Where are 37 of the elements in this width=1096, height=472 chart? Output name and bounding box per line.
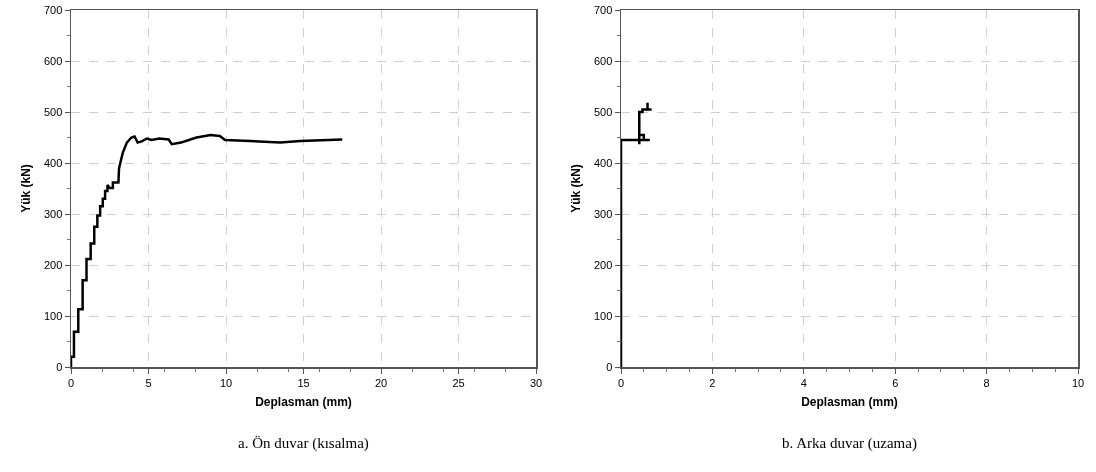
line-series: [621, 101, 653, 367]
y-tick-label: 200: [593, 258, 613, 271]
x-tick-label: 4: [800, 376, 807, 389]
x-tick-label: 2: [709, 376, 716, 389]
text: b. Arka duvar (uzama): [782, 435, 917, 452]
x-tick-label: 15: [297, 376, 310, 389]
y-tick-label: 300: [593, 207, 613, 220]
y-tick-label: 0: [56, 360, 63, 373]
y-tick-label: 500: [593, 105, 613, 118]
y-axis-title: Yük (kN): [19, 164, 34, 213]
x-tick-label: 10: [1071, 376, 1085, 389]
x-tick-label: 30: [529, 376, 543, 389]
x-axis-title: Deplasman (mm): [255, 395, 352, 410]
y-tick-label: 0: [606, 360, 613, 373]
x-tick-label: 10: [219, 376, 233, 389]
x-tick-label: 5: [145, 376, 152, 389]
x-tick-label: 0: [617, 376, 625, 389]
y-tick-label: 400: [43, 156, 63, 169]
y-tick-label: 600: [43, 54, 63, 67]
y-tick-label: 100: [593, 309, 613, 322]
y-tick-label: 400: [593, 156, 613, 169]
y-axis-title: Yük (kN): [569, 164, 584, 213]
x-axis-title: Deplasman (mm): [801, 395, 898, 410]
y-tick-label: 700: [43, 3, 63, 16]
x-tick-label: 8: [983, 376, 990, 389]
x-tick-label: 0: [67, 376, 75, 389]
text: a. Ön duvar (kısalma): [238, 435, 369, 452]
y-tick-label: 200: [43, 258, 63, 271]
x-tick-label: 6: [892, 376, 899, 389]
y-tick-label: 700: [593, 3, 613, 16]
line-series: [71, 133, 344, 367]
x-tick-label: 25: [452, 376, 465, 389]
y-tick-label: 600: [593, 54, 613, 67]
y-tick-label: 500: [43, 105, 63, 118]
x-tick-label: 20: [374, 376, 388, 389]
y-tick-label: 100: [43, 309, 63, 322]
y-tick-label: 300: [43, 207, 63, 220]
